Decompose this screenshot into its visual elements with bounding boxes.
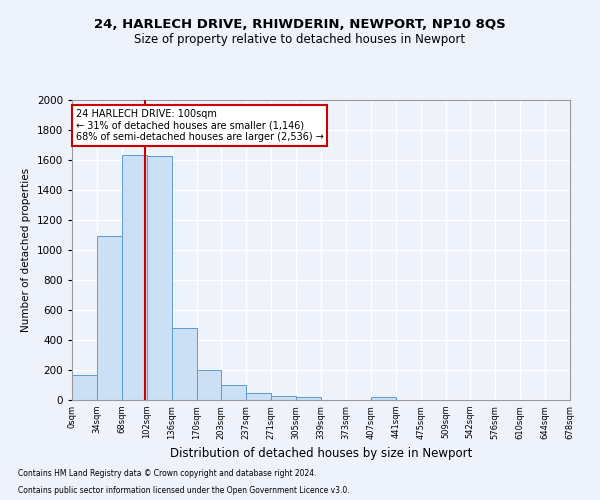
X-axis label: Distribution of detached houses by size in Newport: Distribution of detached houses by size … — [170, 447, 472, 460]
Text: 24 HARLECH DRIVE: 100sqm
← 31% of detached houses are smaller (1,146)
68% of sem: 24 HARLECH DRIVE: 100sqm ← 31% of detach… — [76, 109, 323, 142]
Bar — [371, 397, 396, 400]
Bar — [147, 156, 172, 400]
Bar — [122, 155, 147, 400]
Text: 24, HARLECH DRIVE, RHIWDERIN, NEWPORT, NP10 8QS: 24, HARLECH DRIVE, RHIWDERIN, NEWPORT, N… — [94, 18, 506, 30]
Bar — [72, 375, 97, 400]
Bar — [197, 370, 221, 400]
Text: Contains public sector information licensed under the Open Government Licence v3: Contains public sector information licen… — [18, 486, 350, 495]
Bar — [97, 236, 122, 400]
Bar — [246, 393, 271, 400]
Text: Contains HM Land Registry data © Crown copyright and database right 2024.: Contains HM Land Registry data © Crown c… — [18, 468, 317, 477]
Text: Size of property relative to detached houses in Newport: Size of property relative to detached ho… — [134, 32, 466, 46]
Bar — [296, 397, 321, 400]
Bar — [221, 385, 246, 400]
Y-axis label: Number of detached properties: Number of detached properties — [21, 168, 31, 332]
Bar — [271, 396, 296, 400]
Bar — [172, 328, 197, 400]
